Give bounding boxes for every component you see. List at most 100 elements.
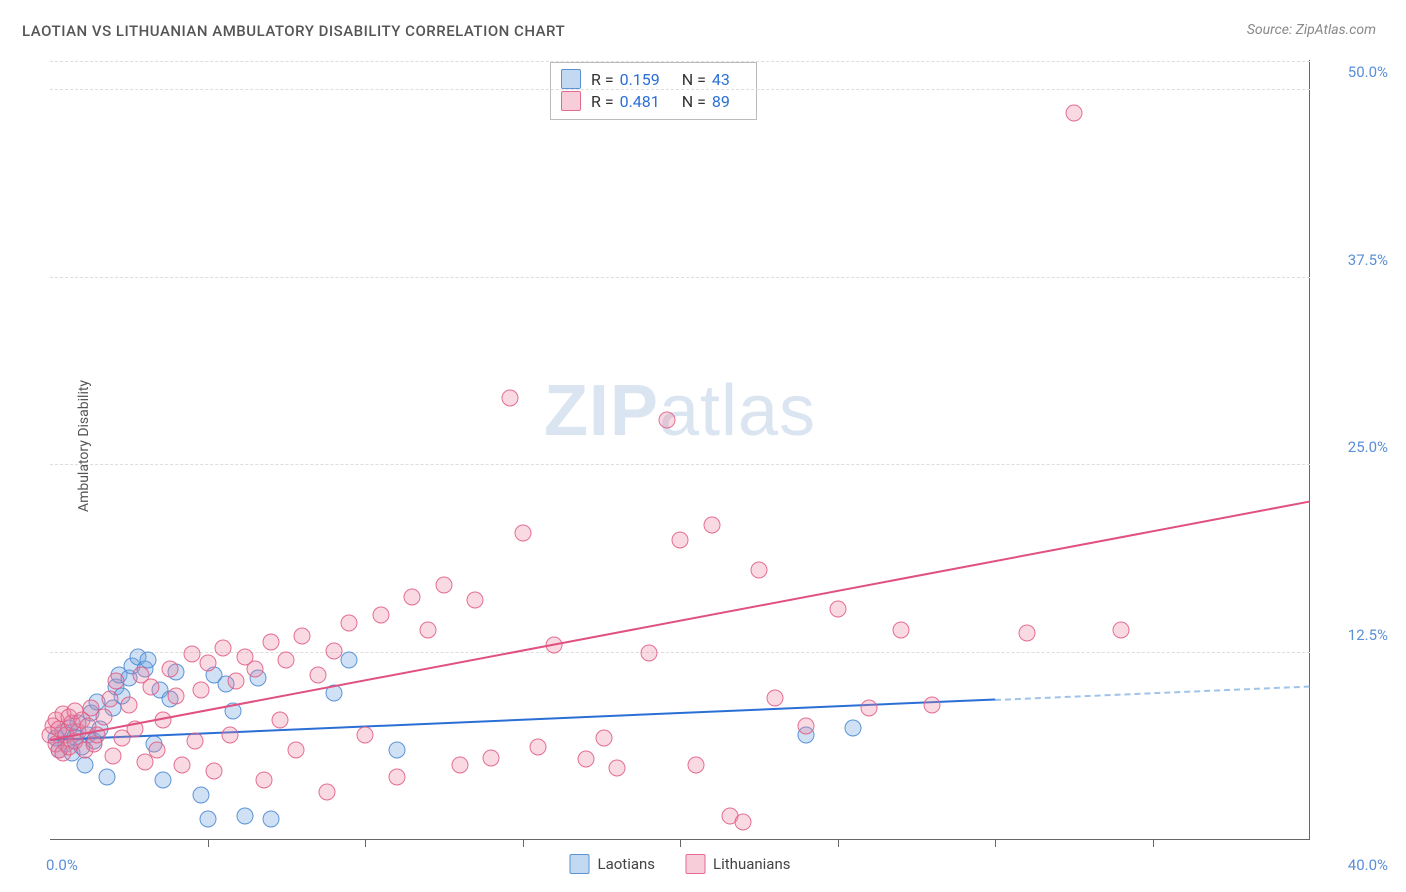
data-point	[750, 562, 767, 579]
xtick	[838, 840, 839, 847]
data-point	[388, 769, 405, 786]
data-point	[372, 607, 389, 624]
data-point	[193, 787, 210, 804]
swatch-laotians-icon	[570, 854, 590, 874]
data-point	[105, 748, 122, 765]
data-point	[577, 751, 594, 768]
swatch-lithuanians	[561, 91, 581, 111]
data-point	[451, 757, 468, 774]
data-point	[271, 712, 288, 729]
data-point	[95, 709, 112, 726]
data-point	[341, 652, 358, 669]
trend-line	[995, 685, 1310, 700]
plot-area: ZIPatlas R = 0.159 N = 43 R = 0.481 N = …	[50, 60, 1310, 840]
bottom-legend: Laotians Lithuanians	[570, 854, 791, 874]
xtick-max: 40.0%	[1318, 856, 1388, 874]
data-point	[766, 689, 783, 706]
grid-line	[50, 277, 1310, 278]
data-point	[530, 739, 547, 756]
data-point	[174, 757, 191, 774]
data-point	[672, 532, 689, 549]
data-point	[76, 757, 93, 774]
grid-line	[50, 89, 1310, 90]
ytick-label: 50.0%	[1318, 63, 1388, 81]
data-point	[155, 772, 172, 789]
data-point	[1018, 625, 1035, 642]
y-axis	[1309, 60, 1310, 840]
data-point	[640, 644, 657, 661]
legend-item-laotians: Laotians	[570, 854, 656, 874]
data-point	[798, 718, 815, 735]
data-point	[501, 389, 518, 406]
xtick-min: 0.0%	[46, 856, 78, 874]
legend-label-laotians: Laotians	[598, 855, 656, 873]
stats-row-lithuanians: R = 0.481 N = 89	[561, 91, 742, 111]
data-point	[596, 730, 613, 747]
data-point	[388, 742, 405, 759]
stats-row-laotians: R = 0.159 N = 43	[561, 69, 742, 89]
stats-legend: R = 0.159 N = 43 R = 0.481 N = 89	[550, 62, 757, 120]
data-point	[845, 719, 862, 736]
xtick	[523, 840, 524, 847]
ytick-label: 37.5%	[1318, 251, 1388, 269]
grid-line	[50, 464, 1310, 465]
data-point	[404, 589, 421, 606]
data-point	[609, 760, 626, 777]
data-point	[186, 733, 203, 750]
data-point	[357, 727, 374, 744]
data-point	[227, 673, 244, 690]
swatch-laotians	[561, 69, 581, 89]
data-point	[735, 814, 752, 831]
data-point	[98, 769, 115, 786]
data-point	[294, 628, 311, 645]
data-point	[215, 640, 232, 657]
data-point	[659, 412, 676, 429]
data-point	[483, 749, 500, 766]
watermark: ZIPatlas	[544, 370, 816, 452]
ytick-label: 25.0%	[1318, 438, 1388, 456]
data-point	[168, 688, 185, 705]
data-point	[924, 697, 941, 714]
data-point	[1065, 104, 1082, 121]
data-point	[199, 655, 216, 672]
data-point	[101, 691, 118, 708]
data-point	[892, 622, 909, 639]
data-point	[262, 634, 279, 651]
data-point	[319, 784, 336, 801]
chart-title: LAOTIAN VS LITHUANIAN AMBULATORY DISABIL…	[22, 22, 565, 40]
data-point	[420, 622, 437, 639]
data-point	[193, 682, 210, 699]
data-point	[309, 667, 326, 684]
data-point	[861, 700, 878, 717]
xtick	[995, 840, 996, 847]
xtick	[365, 840, 366, 847]
data-point	[287, 742, 304, 759]
source-attribution: Source: ZipAtlas.com	[1247, 22, 1376, 38]
legend-item-lithuanians: Lithuanians	[685, 854, 790, 874]
data-point	[149, 742, 166, 759]
data-point	[435, 577, 452, 594]
data-point	[237, 808, 254, 825]
data-point	[108, 673, 125, 690]
data-point	[514, 524, 531, 541]
data-point	[467, 592, 484, 609]
xtick	[1153, 840, 1154, 847]
data-point	[161, 661, 178, 678]
grid-line	[50, 61, 1310, 62]
data-point	[325, 643, 342, 660]
data-point	[221, 727, 238, 744]
data-point	[199, 811, 216, 828]
data-point	[183, 646, 200, 663]
data-point	[142, 679, 159, 696]
data-point	[341, 614, 358, 631]
data-point	[278, 652, 295, 669]
data-point	[703, 517, 720, 534]
data-point	[1113, 622, 1130, 639]
data-point	[687, 757, 704, 774]
ytick-label: 12.5%	[1318, 626, 1388, 644]
data-point	[262, 811, 279, 828]
swatch-lithuanians-icon	[685, 854, 705, 874]
data-point	[205, 763, 222, 780]
legend-label-lithuanians: Lithuanians	[713, 855, 790, 873]
xtick	[208, 840, 209, 847]
